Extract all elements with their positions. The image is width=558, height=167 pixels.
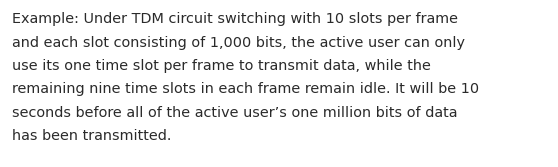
Text: and each slot consisting of 1,000 bits, the active user can only: and each slot consisting of 1,000 bits, …	[12, 36, 465, 49]
Text: has been transmitted.: has been transmitted.	[12, 129, 171, 143]
Text: seconds before all of the active user’s one million bits of data: seconds before all of the active user’s …	[12, 106, 458, 120]
Text: Example: Under TDM circuit switching with 10 slots per frame: Example: Under TDM circuit switching wit…	[12, 12, 458, 26]
Text: use its one time slot per frame to transmit data, while the: use its one time slot per frame to trans…	[12, 59, 431, 73]
Text: remaining nine time slots in each frame remain idle. It will be 10: remaining nine time slots in each frame …	[12, 82, 479, 97]
